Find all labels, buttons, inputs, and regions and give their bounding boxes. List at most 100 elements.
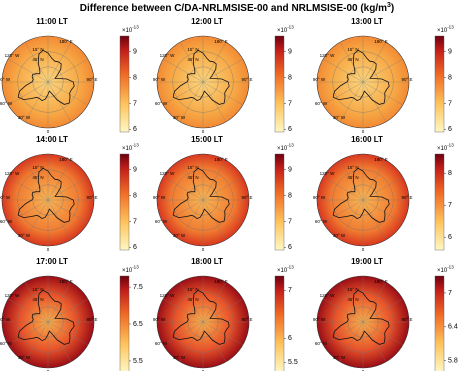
panel: 12:00 LT 180° E 45° N 15° N 120° W 90° W 60° W… bbox=[153, 17, 294, 134]
colorbar-tick-label: 5.5 bbox=[288, 359, 298, 366]
exponent-base: ×10 bbox=[122, 268, 133, 274]
map-label: 180° E bbox=[374, 39, 388, 44]
map-label: 90° W bbox=[0, 317, 11, 322]
meridian bbox=[362, 81, 403, 106]
exponent-power: -13 bbox=[447, 265, 454, 270]
map-label: 0 bbox=[362, 129, 365, 134]
meridian bbox=[47, 58, 88, 83]
map-label: 90° E bbox=[241, 77, 252, 82]
meridian bbox=[202, 58, 243, 83]
meridian bbox=[362, 199, 403, 224]
map-label: 180° E bbox=[59, 157, 73, 162]
meridian bbox=[362, 282, 387, 323]
map-label: 15° N bbox=[347, 287, 358, 292]
figure-title: Difference between C/DA-NRLMSISE-00 and … bbox=[80, 2, 395, 14]
meridian bbox=[8, 58, 49, 83]
panel: 15:00 LT 180° E 45° N 15° N 120° W 90° W 60° W… bbox=[153, 135, 294, 252]
coastline bbox=[172, 49, 230, 105]
map-label: 45° N bbox=[187, 57, 198, 62]
map-label: 15° N bbox=[32, 287, 43, 292]
meridian bbox=[323, 199, 364, 224]
map-label: 90° E bbox=[401, 195, 412, 200]
panel-title: 16:00 LT bbox=[351, 135, 383, 144]
colorbar-tick-label: 7 bbox=[448, 202, 452, 209]
meridian bbox=[362, 42, 387, 83]
colorbar bbox=[434, 275, 445, 373]
meridian bbox=[202, 160, 227, 201]
map-label: 90° W bbox=[0, 195, 11, 200]
meridian bbox=[362, 199, 387, 240]
map-label: 180° E bbox=[59, 279, 73, 284]
exponent-power: -13 bbox=[447, 25, 454, 30]
map-label: 180° E bbox=[214, 157, 228, 162]
coastline bbox=[172, 167, 230, 223]
meridian bbox=[8, 199, 49, 224]
colorbar-tick-label: 9 bbox=[288, 48, 292, 55]
meridian bbox=[47, 160, 72, 201]
map-label: 90° W bbox=[153, 77, 166, 82]
coastline bbox=[17, 167, 75, 223]
map-label: 90° W bbox=[0, 77, 11, 82]
colorbar bbox=[119, 153, 130, 251]
colorbar bbox=[119, 35, 130, 133]
meridian bbox=[8, 81, 49, 106]
colorbar-tick-label: 7 bbox=[133, 218, 137, 225]
exponent-base: ×10 bbox=[437, 28, 448, 34]
meridian bbox=[362, 58, 403, 83]
colorbar bbox=[274, 35, 285, 133]
meridian bbox=[163, 298, 204, 323]
colorbar-tick-label: 7 bbox=[288, 218, 292, 225]
map-label: 90° E bbox=[241, 317, 252, 322]
meridian bbox=[202, 42, 227, 83]
panel-title: 18:00 LT bbox=[191, 257, 223, 266]
colorbar-tick-label: 7 bbox=[288, 287, 292, 294]
meridian bbox=[179, 321, 204, 362]
colorbar-tick-label: 7 bbox=[448, 290, 452, 297]
meridian bbox=[47, 81, 72, 122]
map-label: 15° N bbox=[32, 47, 43, 52]
map-label: 120° W bbox=[320, 53, 336, 58]
coastline bbox=[17, 49, 75, 105]
panel-title: 12:00 LT bbox=[191, 17, 223, 26]
meridian bbox=[163, 58, 204, 83]
exponent-base: ×10 bbox=[122, 28, 133, 34]
meridian bbox=[47, 199, 72, 240]
meridian bbox=[339, 321, 364, 362]
map-label: 90° W bbox=[313, 77, 326, 82]
map-label: 15° N bbox=[347, 47, 358, 52]
colorbar-tick-label: 9 bbox=[288, 166, 292, 173]
colorbar bbox=[434, 35, 445, 133]
colorbar bbox=[119, 275, 130, 373]
colorbar-tick-label: 6.4 bbox=[448, 324, 458, 331]
meridian bbox=[47, 81, 88, 106]
colorbar-exponent: ×10-13 bbox=[437, 25, 454, 34]
colorbar-exponent: ×10-13 bbox=[277, 25, 294, 34]
meridian bbox=[8, 298, 49, 323]
map-label: 90° W bbox=[313, 195, 326, 200]
meridian bbox=[47, 282, 72, 323]
panel: 17:00 LT 180° E 45° N 15° N 120° W 90° W 60° W… bbox=[0, 257, 143, 374]
map-label: 120° W bbox=[320, 171, 336, 176]
meridian bbox=[47, 321, 88, 346]
map-label: 120° W bbox=[5, 293, 21, 298]
map-label: 45° N bbox=[32, 297, 43, 302]
colorbar-tick-label: 6 bbox=[133, 126, 137, 133]
panel: 13:00 LT 180° E 45° N 15° N 120° W 90° W 60° W… bbox=[313, 17, 454, 134]
exponent-power: -13 bbox=[287, 143, 294, 148]
map-label: 0 bbox=[202, 247, 205, 252]
meridian bbox=[47, 176, 88, 201]
colorbar-tick-label: 6.5 bbox=[133, 321, 143, 328]
meridian bbox=[362, 81, 387, 122]
colorbar-tick-label: 8 bbox=[448, 170, 452, 177]
meridian bbox=[202, 298, 243, 323]
panel: 19:00 LT 180° E 45° N 15° N 120° W 90° W 60° W… bbox=[313, 257, 458, 374]
meridian bbox=[179, 42, 204, 83]
map-label: 90° W bbox=[153, 195, 166, 200]
meridian bbox=[323, 176, 364, 201]
map-label: 45° N bbox=[32, 175, 43, 180]
colorbar-exponent: ×10-13 bbox=[122, 143, 139, 152]
map-label: 60° W bbox=[315, 101, 328, 106]
map-label: 60° W bbox=[0, 101, 13, 106]
